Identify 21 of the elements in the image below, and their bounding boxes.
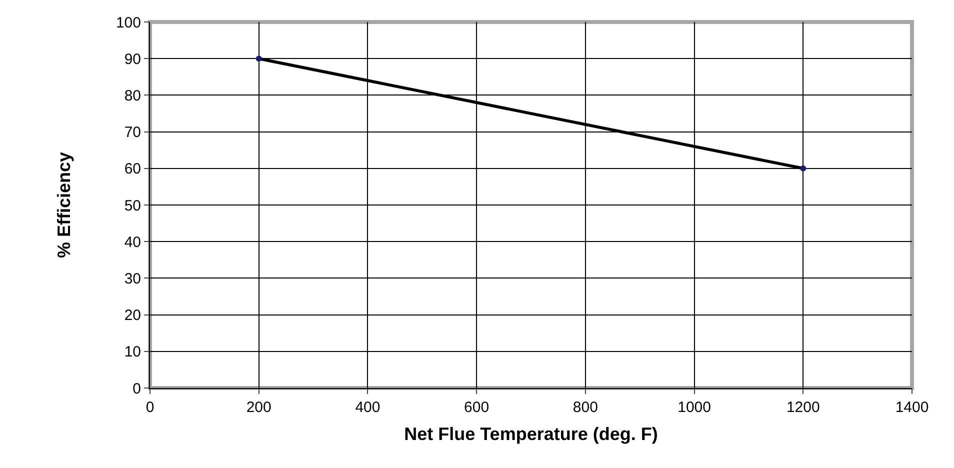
- y-tick-label: 70: [124, 124, 141, 142]
- x-tick-label: 1000: [678, 399, 711, 416]
- y-tick-label: 90: [124, 50, 141, 68]
- y-axis-title: % Efficiency: [54, 152, 74, 258]
- y-tick-label: 40: [124, 234, 141, 251]
- x-tick-label: 800: [572, 399, 598, 416]
- x-tick-label: 200: [246, 399, 272, 416]
- y-tick-label: 80: [124, 87, 141, 104]
- y-tick-label: 10: [124, 344, 141, 361]
- x-tick-label: 600: [464, 399, 490, 416]
- x-tick-label: 1400: [895, 399, 929, 416]
- y-tick-label: 50: [124, 197, 141, 214]
- y-tick-label: 60: [124, 160, 141, 178]
- y-tick-label: 20: [124, 307, 141, 324]
- y-tick-label: 30: [124, 270, 141, 288]
- x-tick-label: 1200: [786, 399, 820, 416]
- y-tick-label: 100: [116, 14, 141, 32]
- y-tick-label: 0: [132, 380, 141, 398]
- x-tick-label: 400: [355, 399, 380, 416]
- x-axis-title: Net Flue Temperature (deg. F): [404, 424, 658, 444]
- x-tick-label: 0: [146, 399, 154, 416]
